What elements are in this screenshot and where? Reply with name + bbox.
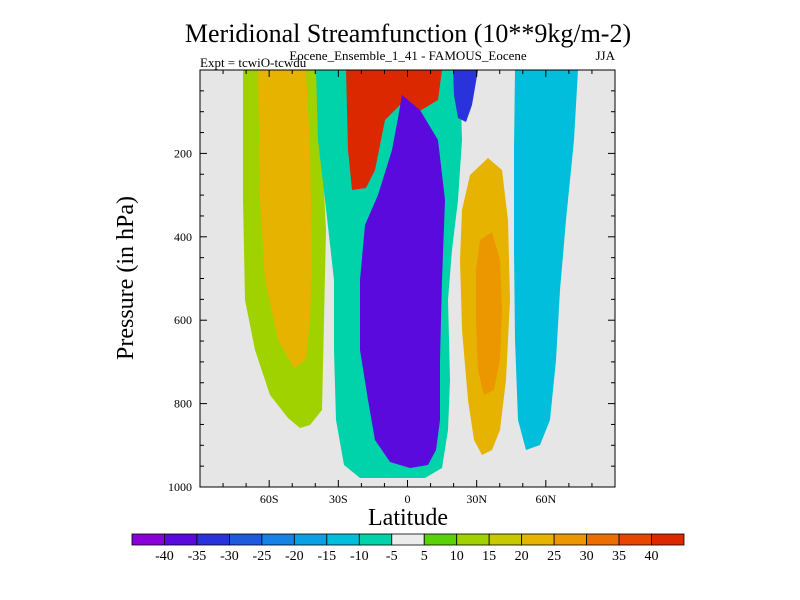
colorbar-label: -10 xyxy=(350,549,369,564)
colorbar-swatch xyxy=(488,533,523,546)
chart-subtitle-center: Eocene_Ensemble_1_41 - FAMOUS_Eocene xyxy=(289,48,527,63)
x-tick-label: 0 xyxy=(405,492,411,506)
x-tick-label: 30S xyxy=(329,492,348,506)
colorbar-labels: -40 -35 -30 -25 -20 -15 -10 -5 5 10 15 20 25 30 35 40 xyxy=(155,549,658,564)
y-tick-labels: 200 400 600 800 1000 xyxy=(168,146,192,494)
y-tick-label: 400 xyxy=(174,230,192,244)
colorbar-swatch xyxy=(586,533,620,546)
y-tick-label: 1000 xyxy=(168,480,192,494)
contour-region-hadley-south-north-edge xyxy=(346,70,442,190)
x-tick-label: 60N xyxy=(535,492,556,506)
colorbar-swatch xyxy=(618,533,652,546)
colorbar-label: -15 xyxy=(317,549,336,564)
colorbar-swatch xyxy=(521,533,555,546)
colorbar-swatch xyxy=(391,533,425,546)
contour-region-north-mid-lat-band xyxy=(514,70,578,450)
colorbar-swatch xyxy=(261,533,295,546)
colorbar xyxy=(131,533,685,546)
colorbar-label: 15 xyxy=(482,549,496,564)
colorbar-label: 30 xyxy=(580,549,594,564)
axis-ticks xyxy=(199,69,616,488)
colorbar-swatch xyxy=(326,533,360,546)
chart-subtitle-right: JJA xyxy=(595,48,615,63)
colorbar-label: 10 xyxy=(450,549,464,564)
colorbar-swatch xyxy=(293,533,328,546)
y-axis-title: Pressure (in hPa) xyxy=(113,196,139,360)
colorbar-label: -40 xyxy=(155,549,174,564)
plot-area xyxy=(199,69,616,488)
colorbar-label: -30 xyxy=(220,549,239,564)
contour-region-north-subtropical-dip xyxy=(453,70,478,122)
colorbar-label: 40 xyxy=(645,549,659,564)
colorbar-label: 20 xyxy=(515,549,529,564)
colorbar-label: 35 xyxy=(612,549,626,564)
colorbar-swatch xyxy=(164,533,198,546)
colorbar-label: -25 xyxy=(253,549,272,564)
x-tick-label: 30N xyxy=(466,492,487,506)
colorbar-swatch xyxy=(131,533,165,546)
y-tick-label: 200 xyxy=(174,146,192,160)
colorbar-swatch xyxy=(423,533,458,546)
y-tick-label: 800 xyxy=(174,397,192,411)
colorbar-swatch xyxy=(196,533,230,546)
colorbar-swatch xyxy=(553,533,587,546)
chart-subtitle-left: Expt = tcwiO-tcwdu xyxy=(200,55,307,70)
contour-region-hadley-main xyxy=(360,95,445,468)
colorbar-label: 25 xyxy=(547,549,561,564)
x-tick-labels: 60S 30S 0 30N 60N xyxy=(260,492,557,506)
x-axis-title: Latitude xyxy=(368,505,448,531)
colorbar-label: -20 xyxy=(285,549,304,564)
colorbar-label: -35 xyxy=(188,549,207,564)
y-tick-label: 600 xyxy=(174,313,192,327)
colorbar-label: -5 xyxy=(386,549,398,564)
contour-region-north-cell-core xyxy=(476,232,502,395)
colorbar-swatch xyxy=(651,533,685,546)
x-tick-label: 60S xyxy=(260,492,279,506)
colorbar-label: 5 xyxy=(421,549,428,564)
colorbar-swatch xyxy=(229,533,263,546)
contour-region-mid-lat-south-core xyxy=(258,70,312,368)
chart-title: Meridional Streamfunction (10**9kg/m-2) xyxy=(185,19,631,48)
colorbar-swatch xyxy=(358,533,393,546)
colorbar-swatch xyxy=(456,533,490,546)
